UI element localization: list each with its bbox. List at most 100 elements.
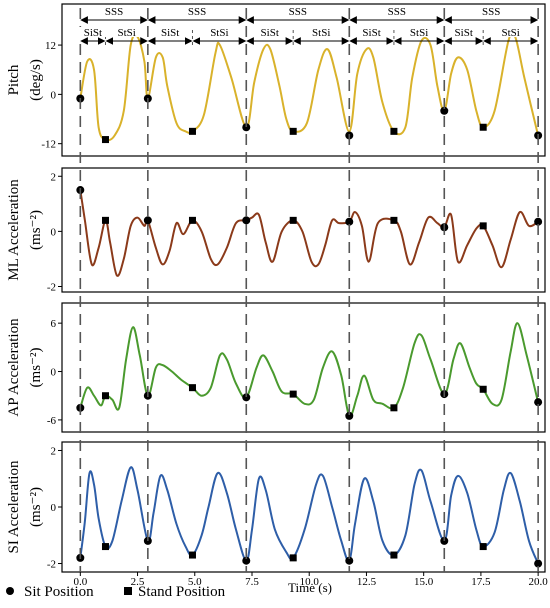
x-tick-label: 2.5 [131,576,145,588]
sit-marker [345,411,354,420]
stand-to-sit-stsi-label: StSi [312,27,330,39]
stand-to-sit-stsi-label: StSi [117,27,135,39]
sit-to-stand-sist-label: SiSt [161,27,179,39]
panel-3: 6 0 -6 AP Acceleration (ms⁻²) [6,302,546,433]
sit-to-stand-sist-label-bg [357,27,386,37]
cycle-sss-label: SSS [289,6,307,18]
overlay: SSS SiSt StSi SSS SiSt StSi SSS SiSt StSi SSS SiSt… [73,6,548,588]
x-tick-label: 20.0 [529,576,549,588]
stand-marker [188,127,196,135]
sit-to-stand-sist-label-bg [449,27,478,37]
stand-marker [479,385,487,393]
stand-marker [479,543,487,551]
sit-marker [534,398,543,407]
series-line [79,466,540,565]
stand-marker [101,136,109,144]
cycle-sss-label-bg [477,6,506,16]
cycle-sss-label-bg [382,6,411,16]
y-axis-unit-label: (ms⁻²) [28,348,44,388]
panel-frame [61,167,546,293]
stand-to-sit-stsi-label: StSi [410,27,428,39]
stand-to-sit-stsi-label-bg [496,27,525,37]
cycle-sss-label: SSS [482,6,500,18]
cycle-sss-label-bg [283,6,312,16]
series-line [79,30,540,142]
y-axis-label: AP Acceleration [6,318,22,417]
y-axis-label: Pitch [6,64,22,95]
sit-marker [242,216,251,225]
panel-frame [61,441,546,573]
stand-marker [188,384,196,392]
sit-marker [143,216,152,225]
series-line [79,322,540,418]
sit-marker-legend-icon [6,587,14,595]
x-axis: 0.0 2.5 5.0 7.5 10.0 12.5 15.0 17.5 20.0 [73,572,548,588]
stand-marker [289,127,297,135]
sit-to-stand-sist-label-bg [156,27,185,37]
stand-marker [479,222,487,230]
sit-marker [345,217,354,226]
stand-to-sit-stsi-label: StSi [210,27,228,39]
stand-marker [289,216,297,224]
x-tick-label: 10.0 [300,576,320,588]
sit-marker [440,106,449,115]
panel-frame [61,3,546,157]
sit-marker [345,556,354,565]
x-tick-label: 7.5 [245,576,259,588]
y-axis-label: ML Acceleration [6,179,22,281]
stand-marker [479,123,487,131]
cycle-sss-label-bg [100,6,129,16]
sit-to-stand-sist-label: SiSt [362,27,380,39]
y-tick-label: 6 [51,318,57,330]
y-axis-unit-label: (deg/s) [28,59,44,101]
x-tick-label: 17.5 [471,576,491,588]
y-tick-label: -12 [41,139,56,151]
sit-marker [534,559,543,568]
x-tick-label: 0.0 [73,576,87,588]
stand-marker [390,127,398,135]
stand-marker-legend-icon [124,587,132,595]
y-tick-label: 0 [51,367,57,379]
legend-stand-label: Stand Position [138,584,226,600]
sit-marker [242,393,251,402]
stand-marker [188,216,196,224]
cycle-sss-label: SSS [188,6,206,18]
sit-to-stand-sist-label: SiSt [455,27,473,39]
y-tick-label: 0 [51,502,57,514]
stand-marker [188,551,196,559]
legend-sit-label: Sit Position [24,584,94,600]
y-tick-label: -6 [47,415,57,427]
stand-marker [101,216,109,224]
stand-marker [390,404,398,412]
y-tick-label: -2 [47,559,56,571]
x-tick-label: 12.5 [357,576,377,588]
stand-marker [101,392,109,400]
y-axis-unit-label: (ms⁻²) [28,487,44,527]
y-tick-label: 2 [51,445,57,457]
panel-frame [61,302,546,433]
series-line [79,189,540,277]
stand-marker [289,390,297,398]
y-tick-label: 0 [51,89,57,101]
stand-marker [289,554,297,562]
stand-to-sit-stsi-label-bg [307,27,336,37]
cycle-sss-label: SSS [388,6,406,18]
x-tick-label: 5.0 [188,576,202,588]
x-tick-label: 15.0 [414,576,434,588]
stand-marker [390,551,398,559]
y-axis-unit-label: (ms⁻²) [28,210,44,250]
y-tick-label: 2 [51,171,57,183]
stand-to-sit-stsi-label-bg [205,27,234,37]
y-tick-label: 12 [45,40,56,52]
stand-marker [101,543,109,551]
y-axis-label: SI Acceleration [6,460,22,553]
stand-to-sit-stsi-label-bg [405,27,434,37]
panels: 12 0 -12 Pitch (deg/s) 2 0 -2 ML Acceleration (ms… [6,3,546,573]
sit-to-stand-sist-label: SiSt [261,27,279,39]
sit-marker [534,217,543,226]
sit-marker [242,123,251,132]
cycle-sss-label-bg [183,6,212,16]
sit-to-stand-sist-label-bg [255,27,284,37]
y-tick-label: 0 [51,226,57,238]
